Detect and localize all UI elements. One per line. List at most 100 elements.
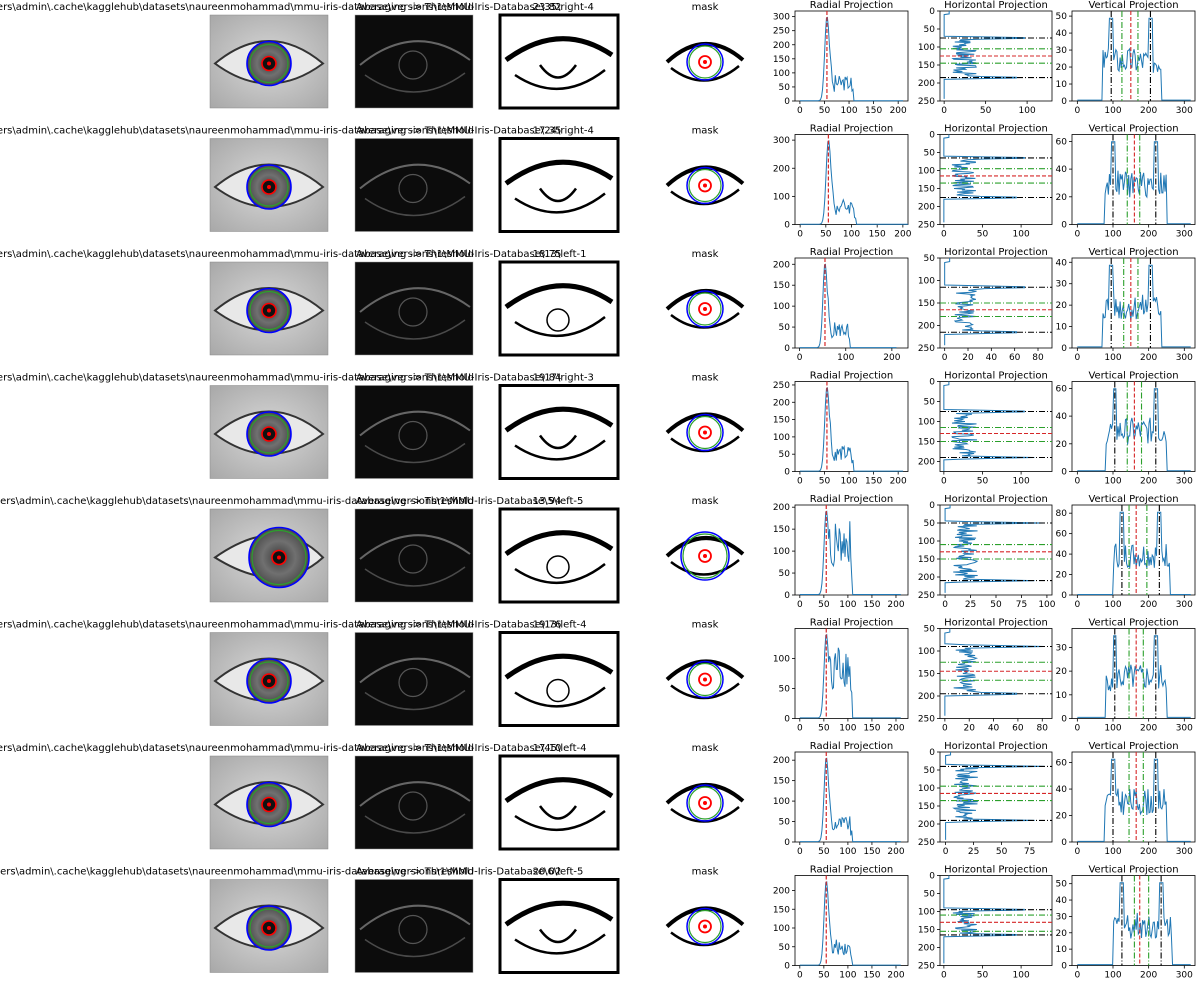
horizontal-xtick-label: 25 [968, 847, 979, 857]
radial-frame [795, 135, 908, 225]
radial-xtick-label: 0 [797, 600, 803, 610]
vertical-ytick-label: 10 [1056, 323, 1068, 333]
threshold-image [500, 880, 618, 973]
horizontal-ytick-label: 0 [929, 748, 935, 758]
vertical-xtick-label: 0 [1074, 971, 1080, 981]
pupil-center-dot [267, 309, 271, 313]
radial-xtick-label: 200 [890, 477, 907, 487]
horizontal-xtick-label: 40 [986, 353, 998, 363]
vertical-xtick-label: 300 [1176, 353, 1193, 363]
threshold-image [500, 756, 618, 849]
vertical-ytick-label: 0 [1061, 715, 1067, 725]
vertical-xtick-label: 300 [1176, 230, 1193, 240]
radial-title: Radial Projection [810, 618, 894, 629]
radial-ytick-label: 50 [779, 323, 791, 333]
radial-ytick-label: 200 [773, 887, 790, 897]
vertical-xtick-label: 100 [1104, 353, 1121, 363]
vertical-title: Vertical Projection [1088, 865, 1178, 876]
radial-xtick-label: 100 [839, 971, 856, 981]
radial-ytick-label: 150 [773, 281, 790, 291]
horizontal-xtick-label: 100 [1013, 477, 1030, 487]
averaging-label: Averaging -> Threshold [356, 867, 474, 878]
vertical-xtick-label: 300 [1176, 971, 1193, 981]
vertical-ytick-label: 60 [1056, 530, 1068, 540]
vertical-xtick-label: 100 [1104, 600, 1121, 610]
horizontal-ytick-label: 0 [929, 131, 935, 141]
radial-xtick-label: 50 [818, 600, 830, 610]
horizontal-ytick-label: 50 [924, 25, 936, 35]
vertical-line [1077, 636, 1190, 718]
radial-xtick-label: 50 [819, 477, 831, 487]
averaging-label: Averaging -> Threshold [356, 620, 474, 631]
radial-xtick-label: 0 [797, 971, 803, 981]
vertical-ytick-label: 20 [1056, 812, 1068, 822]
horizontal-xtick-label: 100 [1038, 600, 1055, 610]
radial-xtick-label: 100 [839, 724, 856, 734]
horizontal-ytick-label: 50 [924, 625, 936, 635]
vertical-ytick-label: 30 [1056, 46, 1068, 56]
radial-xtick-label: 150 [865, 106, 882, 116]
radial-frame [795, 876, 908, 966]
horizontal-ytick-label: 150 [918, 670, 935, 680]
vertical-ytick-label: 10 [1056, 945, 1068, 955]
horizontal-xtick-label: 75 [1024, 847, 1035, 857]
radial-ytick-label: 150 [773, 416, 790, 426]
radial-frame [795, 258, 908, 348]
mask-upper-lid [667, 538, 743, 556]
horizontal-xtick-label: 0 [941, 477, 947, 487]
horizontal-xtick-label: 0 [941, 106, 947, 116]
horizontal-title: Horizontal Projection [944, 0, 1048, 11]
radial-ytick-label: 0 [784, 715, 790, 725]
radial-xtick-label: 0 [797, 353, 803, 363]
radial-ytick-label: 0 [784, 97, 790, 107]
row-score: 17.10 [533, 743, 562, 754]
threshold-image [500, 386, 618, 479]
horizontal-ytick-label: 150 [918, 926, 935, 936]
radial-xtick-label: 200 [887, 600, 904, 610]
row-5: left_C:\Users\admin\.cache\kagglehub\dat… [0, 494, 1195, 610]
mask-title: mask [692, 867, 719, 878]
vertical-xtick-label: 300 [1176, 847, 1193, 857]
vertical-ytick-label: 20 [1056, 301, 1068, 311]
horizontal-xtick-label: 50 [996, 847, 1008, 857]
vertical-ytick-label: 40 [1056, 896, 1068, 906]
row-score: 19.76 [533, 620, 562, 631]
vertical-title: Vertical Projection [1088, 371, 1178, 382]
vertical-ytick-label: 40 [1056, 165, 1068, 175]
horizontal-line [945, 505, 1044, 593]
radial-frame [795, 629, 908, 719]
vertical-frame [1072, 876, 1195, 966]
radial-xtick-label: 200 [887, 971, 904, 981]
horizontal-line [946, 752, 1045, 840]
mask-upper-lid [667, 44, 743, 62]
radial-xtick-label: 150 [865, 477, 882, 487]
row-filename: right_C:\Users\admin\.cache\kagglehub\da… [0, 2, 594, 13]
pupil-center-dot [267, 679, 271, 683]
averaging-image [355, 139, 473, 232]
horizontal-title: Horizontal Projection [944, 741, 1048, 752]
radial-ytick-label: 100 [773, 433, 790, 443]
row-8: left_C:\Users\admin\.cache\kagglehub\dat… [0, 865, 1195, 981]
horizontal-ytick-label: 200 [918, 458, 935, 468]
horizontal-title: Horizontal Projection [944, 124, 1048, 135]
horizontal-ytick-label: 250 [918, 962, 935, 972]
mask-title: mask [692, 496, 719, 507]
radial-ytick-label: 100 [773, 547, 790, 557]
vertical-ytick-label: 30 [1056, 280, 1068, 290]
row-filename: left_C:\Users\admin\.cache\kagglehub\dat… [0, 249, 587, 260]
radial-line [800, 635, 901, 718]
vertical-xtick-label: 300 [1176, 106, 1193, 116]
vertical-ytick-label: 10 [1056, 80, 1068, 90]
radial-ytick-label: 100 [773, 924, 790, 934]
mask-title: mask [692, 373, 719, 384]
vertical-xtick-label: 100 [1104, 106, 1121, 116]
vertical-ytick-label: 30 [1056, 643, 1068, 653]
horizontal-xtick-label: 50 [990, 600, 1002, 610]
horizontal-ytick-label: 100 [918, 418, 935, 428]
row-1: right_C:\Users\admin\.cache\kagglehub\da… [0, 0, 1195, 116]
vertical-ytick-label: 0 [1061, 97, 1067, 107]
vertical-ytick-label: 40 [1056, 412, 1068, 422]
radial-ytick-label: 0 [784, 838, 790, 848]
radial-xtick-label: 150 [863, 847, 880, 857]
